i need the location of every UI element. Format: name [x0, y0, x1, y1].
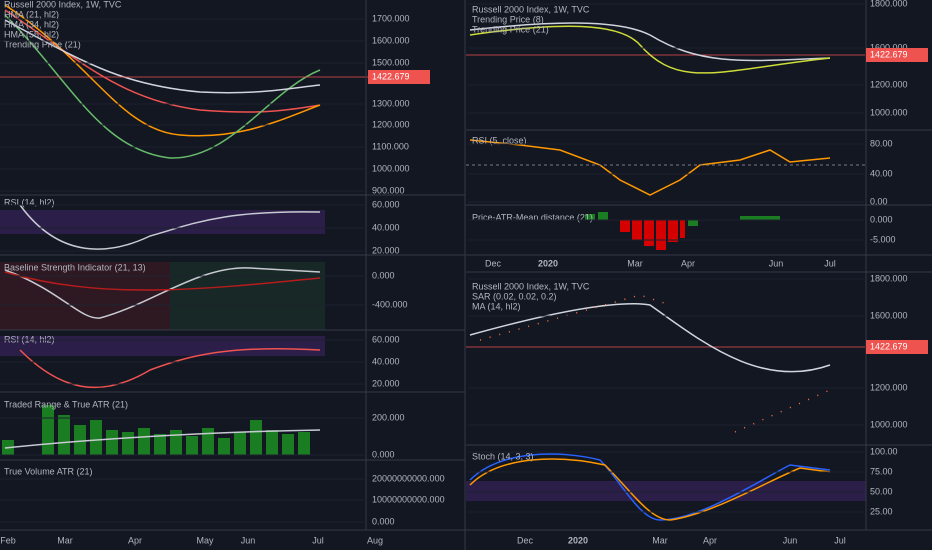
x-axis-label: Apr: [703, 535, 717, 545]
x-axis-label: Jul: [834, 535, 846, 545]
legend-entry: RSI (5, close): [472, 135, 527, 145]
axis-tick-label: 50.00: [870, 486, 893, 496]
x-axis-label: Apr: [128, 535, 142, 545]
axis-tick-label: 900.000: [372, 185, 405, 195]
axis-tick-label: 80.00: [870, 138, 893, 148]
axis-tick-label: 1800.000: [870, 0, 908, 8]
price-label-bg: [866, 340, 928, 354]
x-axis-label: May: [196, 535, 214, 545]
axis-tick-label: 25.00: [870, 506, 893, 516]
axis-tick-label: 0.000: [372, 270, 395, 280]
x-axis-label: Apr: [681, 258, 695, 268]
axis-tick-label: -400.000: [372, 299, 408, 309]
legend-entry: HMA (34, hl2): [4, 19, 59, 29]
legend-entry: Traded Range & True ATR (21): [4, 399, 128, 409]
legend-entry: Price-ATR-Mean distance (21): [472, 212, 593, 222]
axis-tick-label: 20.000: [372, 378, 400, 388]
axis-tick-label: 1000.000: [870, 107, 908, 117]
axis-tick-label: 40.000: [372, 222, 400, 232]
axis-tick-label: 1000.000: [870, 419, 908, 429]
legend-entry: Trending Price (21): [4, 39, 81, 49]
axis-tick-label: 40.00: [870, 168, 893, 178]
legend-entry: SAR (0.02, 0.02, 0.2): [472, 291, 557, 301]
axis-tick-label: 40.000: [372, 356, 400, 366]
x-axis-label: Jul: [824, 258, 836, 268]
x-axis-label: 2020: [538, 258, 558, 268]
axis-tick-label: 1000.000: [372, 163, 410, 173]
x-axis-label: Dec: [485, 258, 502, 268]
price-label-bg: [368, 70, 430, 84]
axis-tick-label: 100.00: [870, 446, 898, 456]
axis-tick-label: 0.000: [372, 449, 395, 459]
axis-tick-label: 60.000: [372, 334, 400, 344]
axis-tick-label: 1300.000: [372, 98, 410, 108]
axis-tick-label: 1800.000: [870, 273, 908, 283]
x-axis-label: Dec: [517, 535, 534, 545]
legend-entry: HMA (55, hl2): [4, 29, 59, 39]
axis-tick-label: 10000000000.000: [372, 494, 445, 504]
legend-entry: Baseline Strength Indicator (21, 13): [4, 262, 146, 272]
legend-entry: Trending Price (21): [472, 24, 549, 34]
x-axis-label: Jul: [312, 535, 324, 545]
axis-tick-label: -5.000: [870, 234, 896, 244]
legend-entry: RSI (14, hl2): [4, 334, 55, 344]
axis-tick-label: 75.00: [870, 466, 893, 476]
axis-tick-label: 60.000: [372, 199, 400, 209]
price-label: 1422.679: [372, 71, 410, 81]
x-axis-label: 2020: [568, 535, 588, 545]
legend-entry: MA (14, hl2): [472, 301, 521, 311]
x-axis-label: Mar: [627, 258, 643, 268]
legend-entry: Russell 2000 Index, 1W, TVC: [472, 4, 590, 14]
legend-entry: Russell 2000 Index, 1W, TVC: [4, 0, 122, 9]
axis-tick-label: 1200.000: [372, 119, 410, 129]
legend-entry: Trending Price (8): [472, 14, 544, 24]
axis-tick-label: 20.000: [372, 245, 400, 255]
legend-entry: True Volume ATR (21): [4, 466, 93, 476]
legend-entry: Stoch (14, 3, 3): [472, 451, 534, 461]
decor: [0, 4, 866, 521]
axis-tick-label: 1500.000: [372, 57, 410, 67]
price-label-bg: [866, 48, 928, 62]
axis-tick-label: 200.000: [372, 412, 405, 422]
legend-entry: RSI (14, hl2): [4, 197, 55, 207]
axis-tick-label: 1600.000: [372, 35, 410, 45]
axis-tick-label: 1600.000: [870, 42, 908, 52]
axis-tick-label: 1700.000: [372, 13, 410, 23]
axis-tick-label: 1200.000: [870, 79, 908, 89]
x-axis-label: Feb: [0, 535, 16, 545]
axis-tick-label: 1200.000: [870, 382, 908, 392]
legend-entry: HMA (21, hl2): [4, 9, 59, 19]
x-axis-label: Jun: [769, 258, 784, 268]
axis-tick-label: 1100.000: [372, 141, 409, 151]
x-axis-label: Aug: [367, 535, 383, 545]
axis-tick-label: 0.000: [870, 214, 893, 224]
price-label: 1422.679: [870, 341, 908, 351]
legend-entry: Russell 2000 Index, 1W, TVC: [472, 281, 590, 291]
x-axis-label: Jun: [241, 535, 256, 545]
axis-tick-label: 1600.000: [870, 310, 908, 320]
axis-tick-label: 0.00: [870, 196, 888, 206]
x-axis-label: Mar: [57, 535, 73, 545]
x-axis-label: Mar: [652, 535, 668, 545]
x-axis-label: Jun: [783, 535, 798, 545]
axis-tick-label: 20000000000.000: [372, 473, 445, 483]
price-label: 1422.679: [870, 49, 908, 59]
axis-tick-label: 0.000: [372, 516, 395, 526]
